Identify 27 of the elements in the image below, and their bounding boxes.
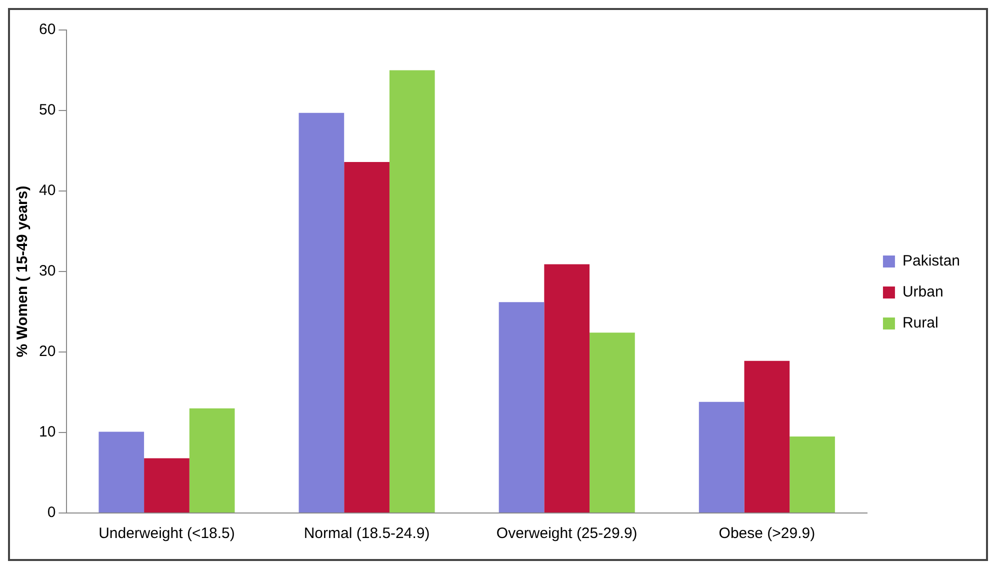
bar [189, 408, 235, 512]
legend-label: Rural [902, 314, 938, 332]
y-tick-label: 60 [38, 21, 56, 38]
y-tick-label: 40 [38, 182, 56, 200]
legend-label: Urban [902, 284, 944, 301]
y-tick-label: 0 [47, 504, 56, 522]
bar [790, 436, 835, 512]
bar [744, 360, 790, 512]
bar [498, 302, 544, 512]
y-tick-label: 30 [38, 262, 56, 280]
bar [590, 332, 635, 512]
bar [698, 402, 744, 512]
y-axis-title: % Women ( 15-49 years) [14, 186, 32, 358]
bar [98, 432, 144, 512]
x-tick-label: Underweight (<18.5) [98, 525, 235, 542]
x-tick-label: Overweight (25-29.9) [496, 525, 638, 542]
y-tick-label: 10 [38, 424, 56, 441]
legend-label: Pakistan [902, 252, 960, 270]
bar [344, 162, 390, 512]
bar [544, 264, 590, 512]
y-tick-label: 20 [38, 343, 56, 360]
x-tick-label: Normal (18.5-24.9) [304, 525, 430, 542]
bar [298, 112, 344, 512]
bar [389, 70, 435, 512]
x-tick-label: Obese (>29.9) [718, 525, 816, 542]
y-tick-label: 50 [38, 102, 56, 119]
bar [144, 458, 190, 512]
